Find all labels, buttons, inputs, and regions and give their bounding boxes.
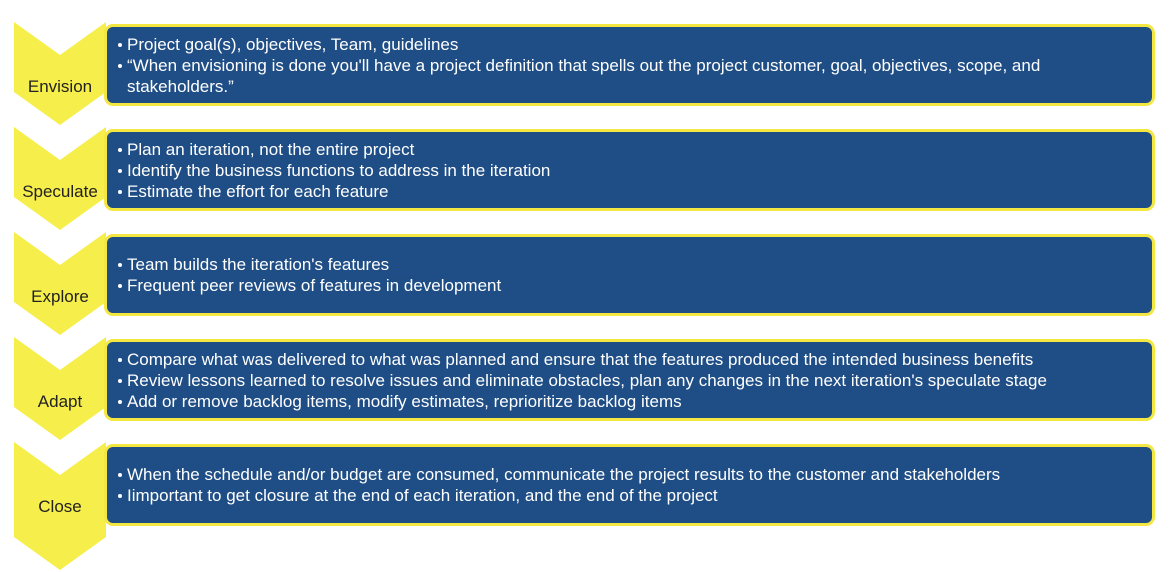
bullet-item: Review lessons learned to resolve issues… (117, 370, 1142, 391)
bullet-item: “When envisioning is done you'll have a … (117, 55, 1142, 97)
bullet-item: When the schedule and/or budget are cons… (117, 464, 1142, 485)
bullet-list: When the schedule and/or budget are cons… (117, 464, 1142, 506)
stage-box-explore: Team builds the iteration's features Fre… (104, 234, 1155, 316)
bullet-item: Project goal(s), objectives, Team, guide… (117, 34, 1142, 55)
stage-label-speculate: Speculate (22, 182, 98, 201)
stage-box-speculate: Plan an iteration, not the entire projec… (104, 129, 1155, 211)
bullet-list: Team builds the iteration's features Fre… (117, 254, 1142, 296)
bullet-list: Plan an iteration, not the entire projec… (117, 139, 1142, 202)
bullet-list: Project goal(s), objectives, Team, guide… (117, 34, 1142, 97)
chevron-adapt (14, 337, 106, 440)
bullet-item: Iimportant to get closure at the end of … (117, 485, 1142, 506)
stage-label-adapt: Adapt (37, 392, 83, 411)
bullet-item: Compare what was delivered to what was p… (117, 349, 1142, 370)
bullet-item: Identify the business functions to addre… (117, 160, 1142, 181)
chevron-close (14, 442, 106, 570)
stage-box-adapt: Compare what was delivered to what was p… (104, 339, 1155, 421)
chevron-column (14, 22, 106, 570)
bullet-item: Add or remove backlog items, modify esti… (117, 391, 1142, 412)
stage-label-explore: Explore (31, 287, 89, 306)
bullet-list: Compare what was delivered to what was p… (117, 349, 1142, 412)
bullet-item: Frequent peer reviews of features in dev… (117, 275, 1142, 296)
bullet-item: Estimate the effort for each feature (117, 181, 1142, 202)
chevron-speculate (14, 127, 106, 230)
stage-box-close: When the schedule and/or budget are cons… (104, 444, 1155, 526)
stage-label-close: Close (38, 497, 82, 516)
chevron-envision (14, 22, 106, 125)
stage-label-envision: Envision (27, 77, 93, 96)
chevron-explore (14, 232, 106, 335)
bullet-item: Team builds the iteration's features (117, 254, 1142, 275)
stage-box-envision: Project goal(s), objectives, Team, guide… (104, 24, 1155, 106)
bullet-item: Plan an iteration, not the entire projec… (117, 139, 1142, 160)
